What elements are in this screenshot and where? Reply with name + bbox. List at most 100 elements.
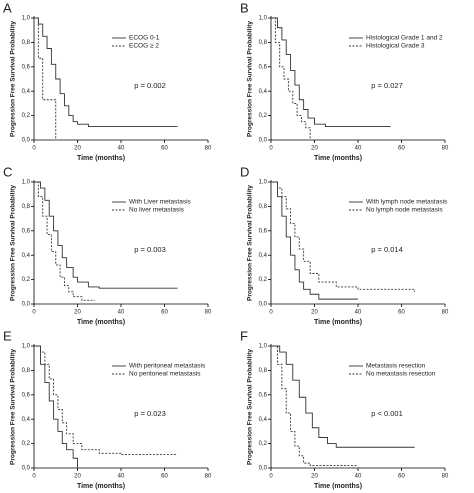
panel-label: D bbox=[240, 164, 249, 179]
y-tick-label: 0,0 bbox=[259, 138, 268, 144]
x-tick-label: 0 bbox=[269, 474, 273, 480]
panel: A Progression Free Survival Probability Ti… bbox=[3, 0, 212, 161]
y-tick-label: 0,0 bbox=[259, 302, 268, 308]
survival-curve bbox=[271, 181, 415, 292]
x-tick-label: 80 bbox=[442, 310, 449, 316]
y-tick-label: 0,6 bbox=[22, 228, 31, 234]
x-axis-label: Time (months) bbox=[77, 483, 125, 490]
x-tick-label: 20 bbox=[311, 474, 318, 480]
panel: B Progression Free Survival Probability Ti… bbox=[240, 0, 449, 161]
x-tick-label: 80 bbox=[205, 146, 212, 152]
x-tick-label: 40 bbox=[118, 310, 125, 316]
survival-curve bbox=[34, 181, 95, 301]
x-tick-label: 40 bbox=[355, 474, 362, 480]
legend-label: ECOG 0-1 bbox=[129, 35, 160, 42]
y-tick-label: 1,0 bbox=[259, 344, 268, 350]
y-tick-label: 0,4 bbox=[259, 89, 268, 95]
p-value: p = 0.023 bbox=[134, 409, 166, 418]
panel-label: B bbox=[240, 0, 249, 15]
y-tick-label: 0,8 bbox=[259, 368, 268, 374]
legend-label: With peritoneal metastasis bbox=[129, 363, 206, 370]
y-tick-label: 0,2 bbox=[22, 277, 31, 283]
y-tick-label: 0,6 bbox=[259, 392, 268, 398]
y-tick-label: 1,0 bbox=[22, 180, 31, 186]
panel-label: F bbox=[240, 328, 248, 343]
legend-label: No lymph node metastasis bbox=[366, 207, 443, 214]
x-tick-label: 80 bbox=[442, 146, 449, 152]
survival-curve bbox=[271, 345, 415, 448]
x-tick-label: 80 bbox=[205, 310, 212, 316]
y-tick-label: 0,8 bbox=[22, 204, 31, 210]
x-tick-label: 0 bbox=[269, 146, 273, 152]
legend-label: Histological Grade 1 and 2 bbox=[366, 35, 443, 42]
y-tick-label: 0,4 bbox=[22, 417, 31, 423]
legend-label: No peritoneal metastasis bbox=[129, 371, 201, 378]
y-axis-label: Progression Free Survival Probability bbox=[247, 21, 254, 137]
y-tick-label: 0,6 bbox=[22, 64, 31, 70]
x-axis-label: Time (months) bbox=[314, 155, 362, 162]
survival-curve bbox=[34, 181, 178, 289]
p-value: p = 0.027 bbox=[371, 81, 403, 90]
y-tick-label: 0,4 bbox=[22, 253, 31, 259]
legend-label: With Liver metastasis bbox=[129, 199, 192, 206]
x-tick-label: 20 bbox=[311, 146, 318, 152]
x-tick-label: 60 bbox=[161, 310, 168, 316]
x-tick-label: 0 bbox=[32, 474, 36, 480]
x-tick-label: 20 bbox=[74, 474, 81, 480]
y-axis-label: Progression Free Survival Probability bbox=[10, 349, 17, 465]
panel-label: E bbox=[3, 328, 12, 343]
x-axis-label: Time (months) bbox=[77, 319, 125, 326]
x-tick-label: 20 bbox=[311, 310, 318, 316]
x-tick-label: 40 bbox=[118, 474, 125, 480]
y-tick-label: 0,8 bbox=[22, 368, 31, 374]
legend-label: Histological Grade 3 bbox=[366, 43, 425, 50]
y-axis-label: Progression Free Survival Probability bbox=[247, 185, 254, 301]
y-tick-label: 0,8 bbox=[22, 40, 31, 46]
x-tick-label: 40 bbox=[355, 146, 362, 152]
survival-curve bbox=[34, 345, 78, 468]
y-tick-label: 0,2 bbox=[259, 277, 268, 283]
panel: E Progression Free Survival Probability Ti… bbox=[3, 328, 212, 489]
x-tick-label: 80 bbox=[442, 474, 449, 480]
survival-curve bbox=[34, 345, 178, 456]
p-value: p < 0.001 bbox=[371, 409, 403, 418]
y-tick-label: 0,6 bbox=[22, 392, 31, 398]
x-tick-label: 0 bbox=[32, 146, 36, 152]
panel-label: C bbox=[3, 164, 12, 179]
x-tick-label: 60 bbox=[398, 310, 405, 316]
x-axis-label: Time (months) bbox=[314, 483, 362, 490]
y-tick-label: 1,0 bbox=[22, 16, 31, 22]
x-tick-label: 20 bbox=[74, 146, 81, 152]
legend-label: With lymph node metastasis bbox=[366, 199, 448, 206]
panel: F Progression Free Survival Probability Ti… bbox=[240, 328, 449, 489]
x-tick-label: 20 bbox=[74, 310, 81, 316]
p-value: p = 0.014 bbox=[371, 245, 403, 254]
x-tick-label: 60 bbox=[398, 146, 405, 152]
panel-label: A bbox=[3, 0, 12, 15]
y-tick-label: 0,6 bbox=[259, 64, 268, 70]
legend-label: Metastasis resection bbox=[366, 363, 426, 370]
y-tick-label: 1,0 bbox=[259, 16, 268, 22]
x-tick-label: 60 bbox=[161, 146, 168, 152]
x-tick-label: 0 bbox=[269, 310, 273, 316]
panel: C Progression Free Survival Probability Ti… bbox=[3, 164, 212, 325]
p-value: p = 0.002 bbox=[134, 81, 166, 90]
y-tick-label: 0,0 bbox=[22, 302, 31, 308]
survival-curve bbox=[271, 17, 311, 140]
survival-curve bbox=[271, 17, 391, 128]
legend-label: ECOG ≥ 2 bbox=[129, 43, 159, 50]
survival-curve bbox=[34, 17, 57, 140]
legend-label: No metastasis resection bbox=[366, 371, 436, 378]
y-tick-label: 0,0 bbox=[259, 466, 268, 472]
x-axis-label: Time (months) bbox=[77, 155, 125, 162]
y-tick-label: 0,6 bbox=[259, 228, 268, 234]
y-tick-label: 0,2 bbox=[259, 113, 268, 119]
y-tick-label: 1,0 bbox=[22, 344, 31, 350]
legend-label: No liver metastasis bbox=[129, 207, 185, 214]
p-value: p = 0.003 bbox=[134, 245, 166, 254]
y-tick-label: 0,8 bbox=[259, 40, 268, 46]
survival-curve bbox=[271, 345, 358, 467]
y-tick-label: 0,4 bbox=[22, 89, 31, 95]
y-axis-label: Progression Free Survival Probability bbox=[10, 21, 17, 137]
